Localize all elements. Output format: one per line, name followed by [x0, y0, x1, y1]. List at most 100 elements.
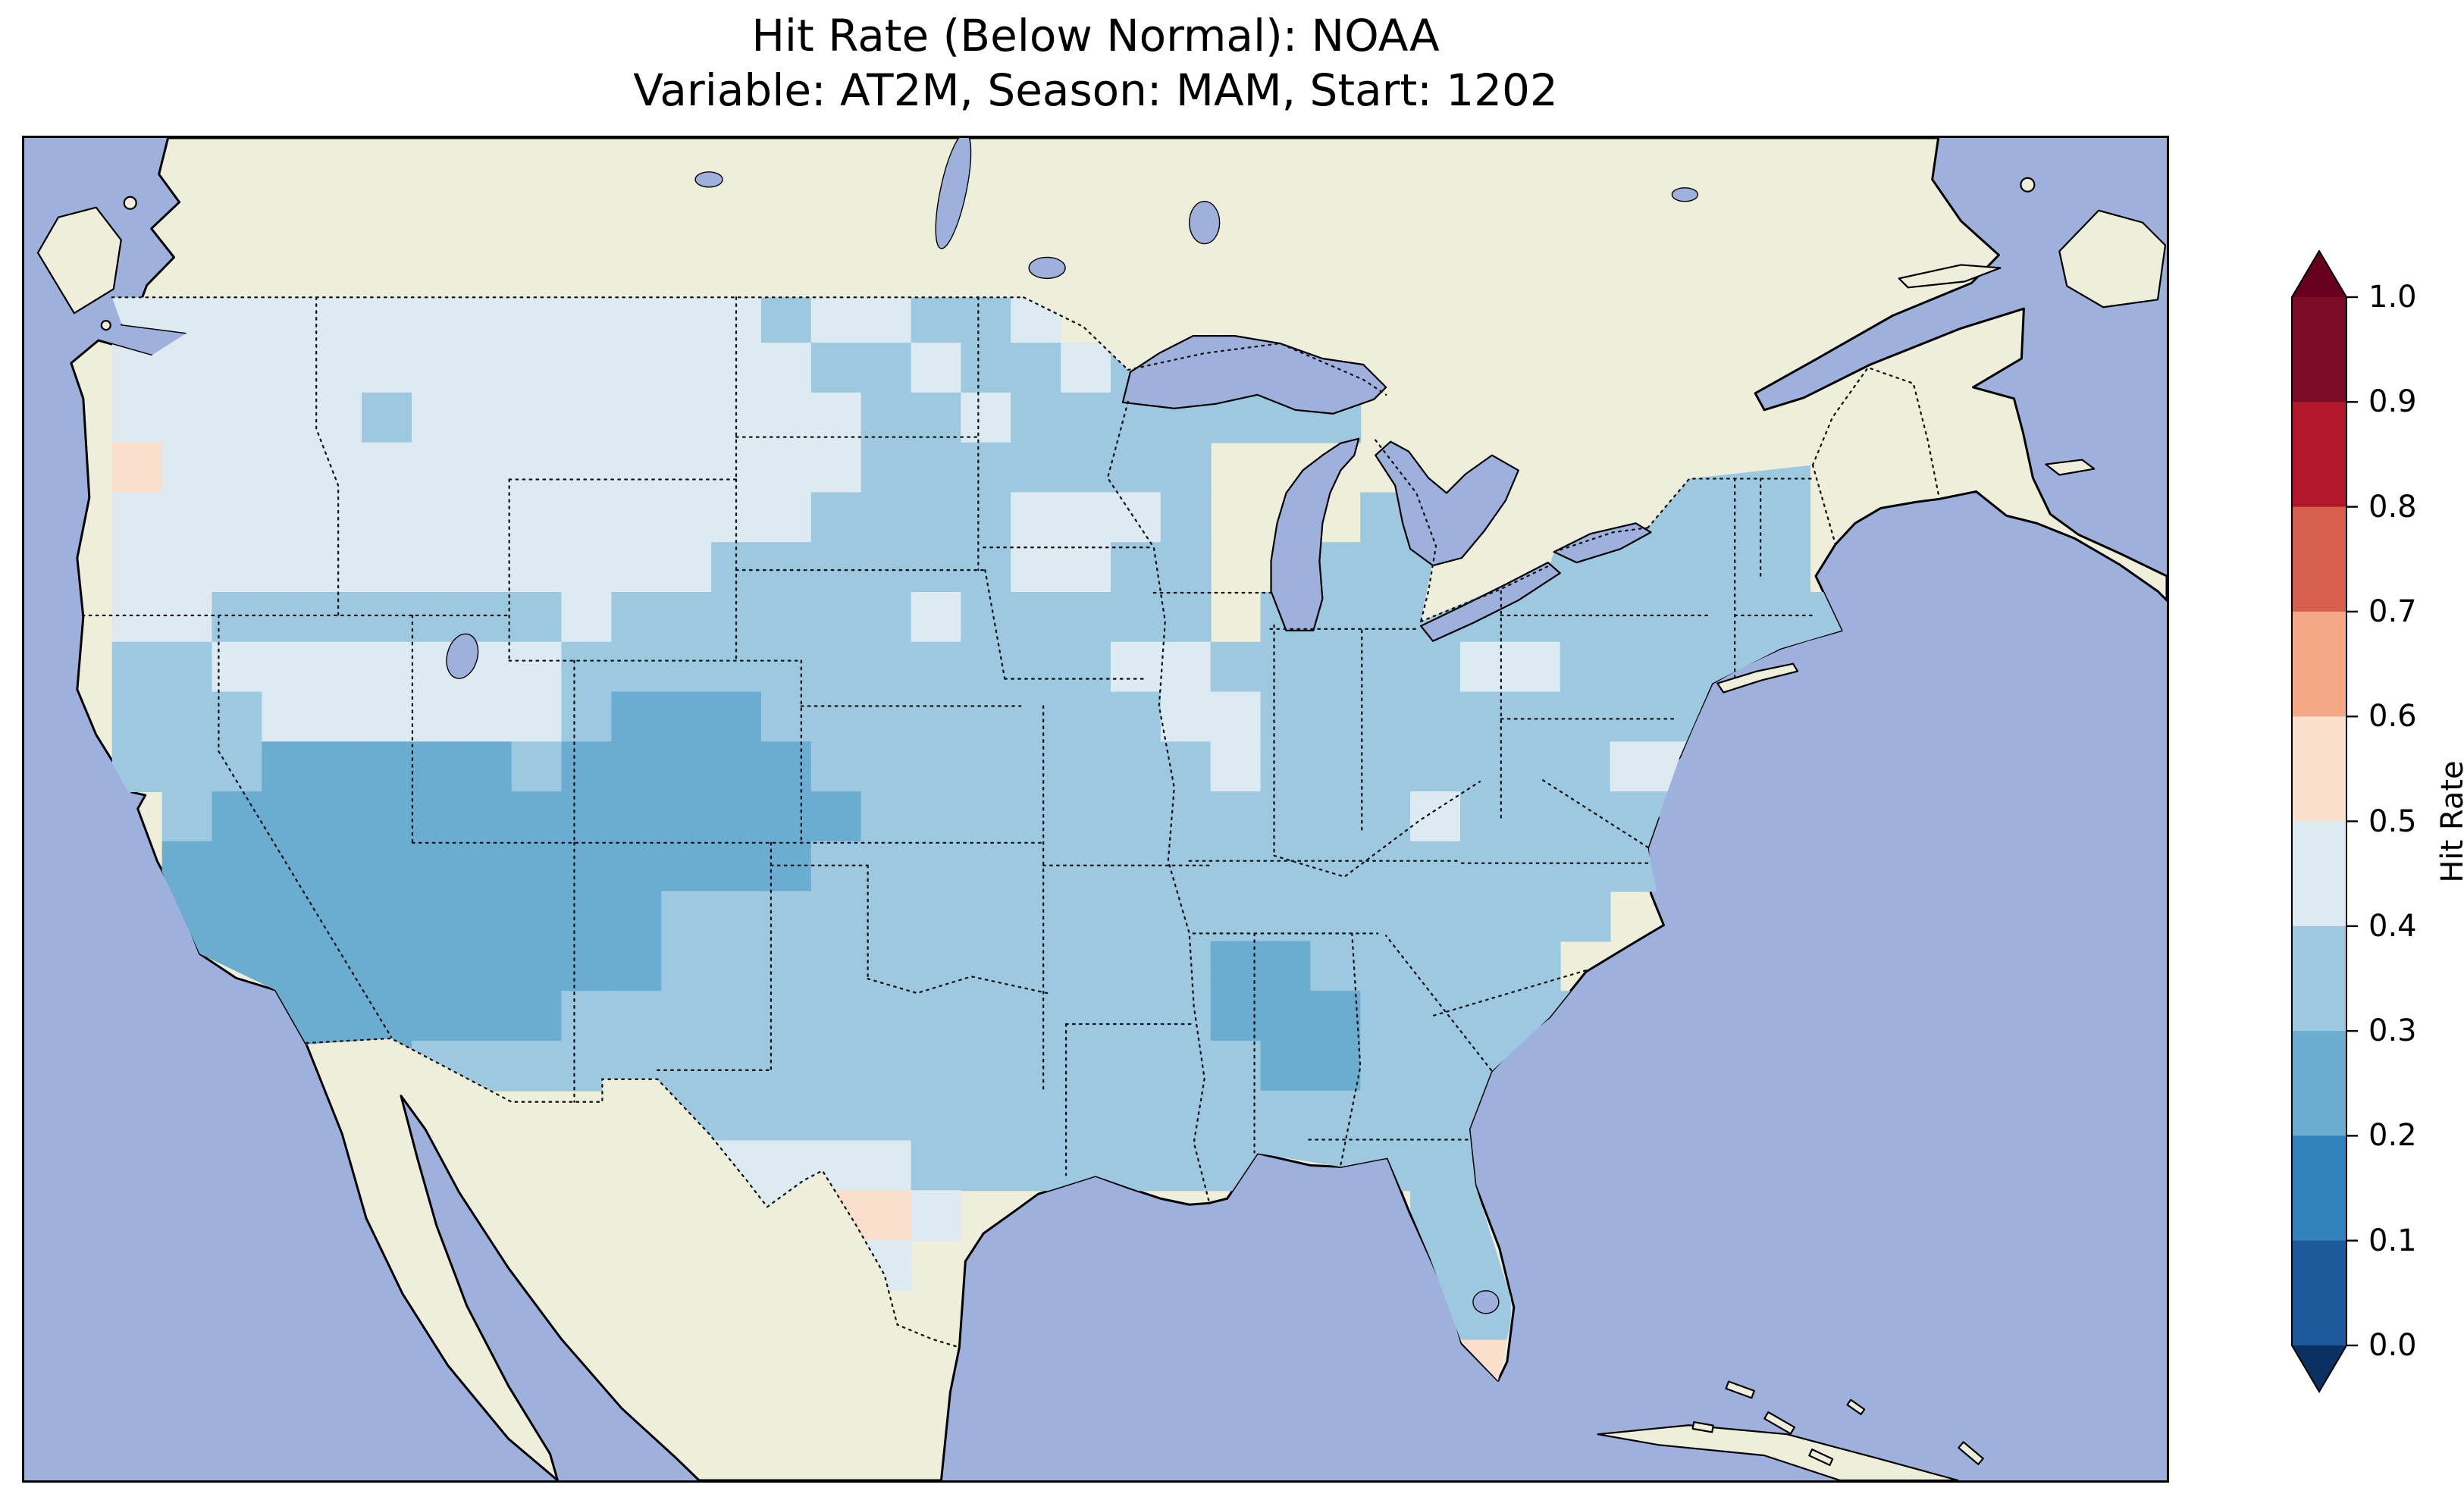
heatmap-cell	[911, 542, 962, 593]
heatmap-cell	[961, 442, 1012, 493]
heatmap-cell	[461, 542, 513, 593]
heatmap-cell	[1459, 891, 1511, 942]
heatmap-cell	[611, 991, 663, 1041]
heatmap-cell	[1410, 791, 1461, 842]
heatmap-cell	[1310, 691, 1362, 743]
heatmap-cell	[810, 591, 862, 643]
heatmap-cell	[1310, 841, 1362, 892]
heatmap-cell	[1160, 591, 1212, 643]
heatmap-cell	[760, 891, 812, 942]
heatmap-cell	[511, 343, 563, 393]
heatmap-cell	[760, 1040, 812, 1092]
heatmap-cell	[911, 297, 962, 344]
heatmap-cell	[461, 442, 513, 493]
heatmap-cell	[1210, 941, 1262, 992]
heatmap-cell	[1110, 891, 1161, 942]
heatmap-cell	[961, 691, 1012, 743]
colorbar-tick-label: 0.0	[2368, 1328, 2417, 1363]
heatmap-cell	[1260, 1090, 1312, 1142]
heatmap-cell	[411, 691, 462, 743]
heatmap-cell	[1160, 1090, 1212, 1142]
heatmap-cell	[861, 1040, 912, 1092]
heatmap-cell	[262, 442, 313, 493]
heatmap-cell	[1110, 442, 1161, 493]
heatmap-cell	[1011, 841, 1062, 892]
heatmap-cell	[1160, 991, 1212, 1041]
heatmap-cell	[362, 297, 412, 344]
heatmap-cell	[561, 492, 613, 543]
heatmap-cell	[461, 297, 513, 344]
heatmap-cell	[1011, 891, 1062, 942]
heatmap-cell	[1610, 741, 1661, 793]
heatmap-cell	[312, 641, 363, 693]
heatmap-cell	[810, 1090, 862, 1142]
heatmap-cell	[1310, 1040, 1362, 1092]
heatmap-cell	[810, 442, 862, 493]
heatmap-cell	[1160, 442, 1212, 493]
heatmap-cell	[810, 941, 862, 992]
heatmap-cell	[111, 542, 163, 593]
heatmap-cell	[312, 591, 363, 643]
heatmap-cell	[1011, 791, 1062, 842]
heatmap-cell	[810, 841, 862, 892]
heatmap-cell	[511, 991, 563, 1041]
heatmap-cell	[461, 343, 513, 393]
heatmap-cell	[810, 1040, 862, 1092]
heatmap-cell	[1110, 1140, 1161, 1192]
heatmap-cell	[362, 591, 412, 643]
heatmap-cell	[1459, 991, 1511, 1041]
heatmap-cell	[861, 442, 912, 493]
lake-superior	[1121, 335, 1387, 415]
colorbar-tick-label: 0.1	[2368, 1223, 2417, 1258]
heatmap-cell	[362, 791, 412, 842]
heatmap-cell	[661, 791, 713, 842]
heatmap-cell	[461, 691, 513, 743]
heatmap-cell	[1210, 1040, 1262, 1092]
heatmap-cell	[161, 841, 213, 892]
heatmap-cell	[861, 841, 912, 892]
small-island	[100, 320, 111, 331]
heatmap-cell	[1260, 741, 1312, 793]
colorbar-bin	[2291, 716, 2347, 822]
heatmap-cell	[161, 392, 213, 443]
heatmap-cell	[611, 941, 663, 992]
heatmap-cell	[362, 841, 412, 892]
heatmap-cell	[911, 1090, 962, 1142]
heatmap-cell	[1410, 1040, 1461, 1092]
heatmap-cell	[262, 392, 313, 443]
heatmap-cell	[911, 492, 962, 543]
heatmap-cell	[1011, 492, 1062, 543]
heatmap-cell	[161, 641, 213, 693]
heatmap-cell	[1459, 941, 1511, 992]
heatmap-cell	[312, 791, 363, 842]
heatmap-cell	[212, 392, 263, 443]
heatmap-cell	[611, 891, 663, 942]
heatmap-cell	[1560, 691, 1611, 743]
heatmap-cell	[262, 542, 313, 593]
heatmap-cell	[911, 841, 962, 892]
heatmap-cell	[961, 991, 1012, 1041]
colorbar-bin	[2291, 297, 2347, 403]
heatmap-cell	[1110, 791, 1161, 842]
heatmap-cell	[1110, 641, 1161, 693]
heatmap-cell	[411, 791, 462, 842]
heatmap-cell	[661, 841, 713, 892]
heatmap-cell	[611, 641, 663, 693]
heatmap-cell	[1509, 691, 1561, 743]
heatmap-cell	[810, 891, 862, 942]
heatmap-cell	[961, 343, 1012, 393]
heatmap-cell	[411, 841, 462, 892]
heatmap-cell	[561, 591, 613, 643]
heatmap-cell	[1160, 841, 1212, 892]
heatmap-cell	[1061, 392, 1111, 443]
heatmap-cell	[362, 741, 412, 793]
heatmap-cell	[1210, 841, 1262, 892]
heatmap-cell	[511, 542, 563, 593]
heatmap-cell	[212, 492, 263, 543]
heatmap-cell	[362, 941, 412, 992]
heatmap-cell	[511, 841, 563, 892]
heatmap-cell	[861, 591, 912, 643]
heatmap-cell	[1061, 542, 1111, 593]
heatmap-cell	[1660, 591, 1711, 643]
heatmap-cell	[312, 392, 363, 443]
